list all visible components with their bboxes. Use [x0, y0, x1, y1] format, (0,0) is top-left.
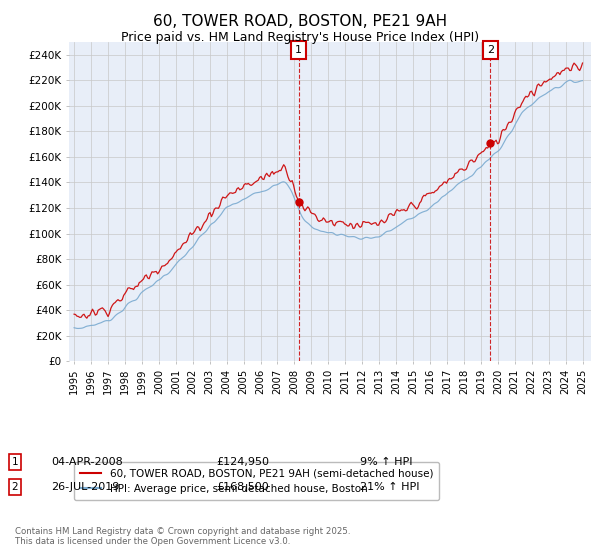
Text: 26-JUL-2019: 26-JUL-2019 — [51, 482, 119, 492]
Text: £124,950: £124,950 — [216, 457, 269, 467]
Text: 21% ↑ HPI: 21% ↑ HPI — [360, 482, 419, 492]
Text: Price paid vs. HM Land Registry's House Price Index (HPI): Price paid vs. HM Land Registry's House … — [121, 31, 479, 44]
Legend: 60, TOWER ROAD, BOSTON, PE21 9AH (semi-detached house), HPI: Average price, semi: 60, TOWER ROAD, BOSTON, PE21 9AH (semi-d… — [74, 462, 439, 500]
Text: 2: 2 — [487, 45, 494, 55]
Text: 9% ↑ HPI: 9% ↑ HPI — [360, 457, 413, 467]
Text: £168,500: £168,500 — [216, 482, 269, 492]
Text: 60, TOWER ROAD, BOSTON, PE21 9AH: 60, TOWER ROAD, BOSTON, PE21 9AH — [153, 14, 447, 29]
Text: 1: 1 — [11, 457, 19, 467]
Text: 04-APR-2008: 04-APR-2008 — [51, 457, 123, 467]
Text: Contains HM Land Registry data © Crown copyright and database right 2025.
This d: Contains HM Land Registry data © Crown c… — [15, 526, 350, 546]
Text: 1: 1 — [295, 45, 302, 55]
Text: 2: 2 — [11, 482, 19, 492]
